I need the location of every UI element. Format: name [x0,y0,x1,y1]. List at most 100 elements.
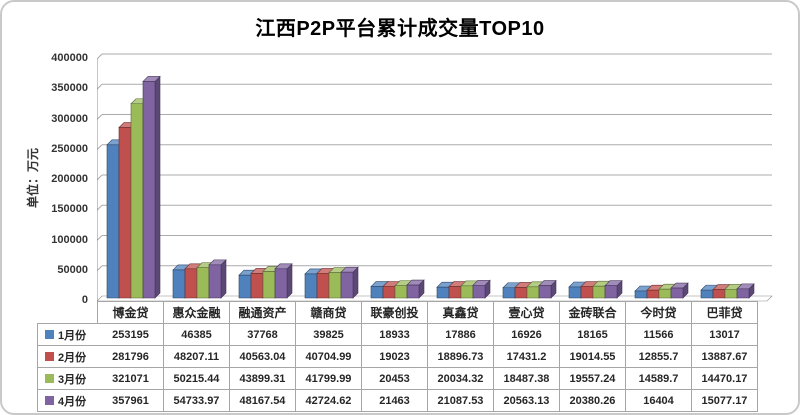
gridline-connector [97,174,103,181]
value-cell: 17886 [428,324,494,346]
bar [382,286,396,299]
value-cell: 16926 [494,324,560,346]
legend-swatch-icon [45,374,54,383]
legend-swatch-icon [45,396,54,405]
bar [568,286,582,299]
legend-cell: 1月份 [38,324,98,346]
bar [646,289,660,299]
value-cell: 253195 [98,324,164,346]
bar-side-face [220,259,227,299]
value-cell: 357961 [98,390,164,412]
gridline-connector [97,114,103,120]
bar [262,271,276,299]
bar [274,268,288,299]
bar [304,273,318,299]
bar [106,144,120,299]
category-header-cell: 今时贷 [626,302,692,324]
table-row: 321071 50215.44 43899.31 41799.99 20453 20034… [98,368,758,390]
y-tick-label: 300000 [51,112,88,125]
legend-cell: 3月份 [38,368,98,390]
legend-cell: 4月份 [38,390,98,412]
bar [340,271,354,299]
bar [184,268,198,299]
table-header-row: 博金贷 惠众金融 融通资产 赣商贷 联豪创投 真鑫贷 壹心贷 金砖联合 今时贷 巴菲贷 [98,302,758,324]
y-tick-label: 150000 [51,203,88,216]
value-cell: 18487.38 [494,368,560,390]
value-cell: 21087.53 [428,390,494,412]
value-cell: 19023 [362,346,428,368]
table-row: 253195 46385 37768 39825 18933 17886 16926 1816… [98,324,758,346]
bar [406,284,420,299]
value-cell: 16404 [626,390,692,412]
value-cell: 281796 [98,346,164,368]
gridline-connector [97,235,103,241]
bar [736,288,750,299]
gridline-connector [97,83,103,90]
bar [604,285,618,299]
legend-swatch-icon [45,330,54,339]
bar [238,274,252,299]
value-cell: 12855.7 [626,346,692,368]
bar [538,285,552,299]
y-tick-label: 400000 [51,52,88,64]
plot-area [97,53,773,302]
legend-series-name: 3月份 [58,373,87,386]
y-tick-label: 100000 [51,233,88,246]
bar [370,286,384,299]
value-cell: 11566 [626,324,692,346]
bar [526,286,540,299]
bar [328,272,342,299]
bar [592,285,606,299]
value-cell: 54733.97 [164,390,230,412]
value-cell: 40563.04 [230,346,296,368]
gridline-connector [97,144,103,151]
category-header-cell: 金砖联合 [560,302,626,324]
bar [670,287,684,299]
value-cell: 15077.17 [692,390,758,412]
value-cell: 19014.55 [560,346,626,368]
value-cell: 18933 [362,324,428,346]
gridline-connector [97,53,103,60]
bar [448,286,462,299]
legend-column: 1月份 2月份 3月份 4月份 [37,323,98,412]
y-tick-label: 250000 [51,142,88,155]
bar [514,287,528,299]
chart-title: 江西P2P平台累计成交量TOP10 [255,18,545,40]
legend-series-name: 1月份 [58,329,87,342]
bar [142,81,156,299]
value-cell: 20563.13 [494,390,560,412]
value-cell: 18896.73 [428,346,494,368]
value-cell: 42724.62 [296,390,362,412]
legend-series-name: 2月份 [58,351,87,364]
bar [580,286,594,299]
value-cell: 20380.26 [560,390,626,412]
value-cell: 39825 [296,324,362,346]
bar [130,103,144,299]
value-cell: 46385 [164,324,230,346]
value-cell: 50215.44 [164,368,230,390]
value-cell: 48167.54 [230,390,296,412]
value-cell: 41799.99 [296,368,362,390]
value-cell: 48207.11 [164,346,230,368]
bar [436,286,450,299]
category-header-cell: 赣商贷 [296,302,362,324]
gridline-connector [97,265,103,272]
y-tick-label: 0 [81,294,88,306]
category-header-cell: 融通资产 [230,302,296,324]
value-cell: 13017 [692,324,758,346]
bar [658,288,672,299]
bar [712,289,726,299]
legend-cell: 2月份 [38,346,98,368]
table-row: 357961 54733.97 48167.54 42724.62 21463 21087… [98,390,758,412]
bar [472,284,486,299]
bar-side-face [154,75,161,299]
table-row: 281796 48207.11 40563.04 40704.99 19023 18896… [98,346,758,368]
category-header-cell: 联豪创投 [362,302,428,324]
bar [502,287,516,299]
value-cell: 14589.7 [626,368,692,390]
bar [208,264,222,299]
legend-swatch-icon [45,352,54,361]
value-cell: 20034.32 [428,368,494,390]
value-cell: 17431.2 [494,346,560,368]
bar [172,269,186,299]
